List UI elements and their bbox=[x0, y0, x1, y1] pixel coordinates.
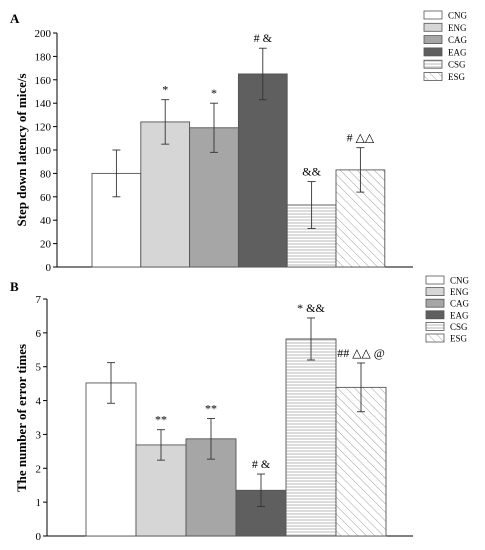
legend-label: ESG bbox=[448, 72, 466, 82]
legend-item-eng: ENG bbox=[423, 22, 467, 33]
legend-label: CSG bbox=[448, 60, 466, 70]
legend-swatch bbox=[423, 72, 443, 81]
legend-label: CSG bbox=[450, 322, 468, 332]
panel-a-legend: CNG ENG CAG EAG CSG ESG bbox=[423, 10, 468, 82]
y-tick-label: 2 bbox=[36, 463, 42, 475]
y-tick-label: 6 bbox=[36, 328, 42, 340]
y-tick-label: 20 bbox=[40, 239, 52, 251]
y-tick-label: 40 bbox=[40, 215, 52, 227]
legend-label: CAG bbox=[448, 35, 468, 45]
significance-label: * bbox=[211, 86, 217, 100]
y-tick-label: 100 bbox=[35, 145, 52, 157]
y-tick-label: 60 bbox=[40, 192, 52, 204]
legend-swatch bbox=[425, 275, 445, 285]
legend-item-esg: ESG bbox=[423, 72, 466, 82]
panel-a: A Step down latency of mice/s 0 20 40 60 80 1… bbox=[10, 11, 468, 275]
legend-swatch bbox=[423, 10, 443, 20]
legend-swatch bbox=[425, 321, 445, 331]
panel-b-bars: ** ** # & * && ## △△ @ bbox=[85, 301, 387, 537]
y-tick-label: 4 bbox=[36, 396, 42, 408]
significance-label: ** bbox=[155, 413, 167, 427]
significance-label: # & bbox=[254, 31, 273, 45]
error-bar-esg bbox=[356, 147, 365, 193]
y-tick-label: 160 bbox=[35, 75, 52, 87]
legend-label: CAG bbox=[450, 299, 470, 309]
error-bar-esg bbox=[357, 362, 365, 413]
panel-a-bars: * * # & && # △△ bbox=[91, 31, 386, 268]
y-tick-label: 140 bbox=[35, 98, 52, 110]
legend-item-cag: CAG bbox=[425, 298, 470, 309]
legend-item-cag: CAG bbox=[423, 35, 468, 45]
significance-label: # △△ bbox=[347, 131, 375, 145]
error-bar-cng bbox=[112, 149, 121, 198]
error-bar-csg bbox=[307, 181, 316, 229]
significance-label: * bbox=[162, 83, 168, 97]
y-tick-label: 7 bbox=[36, 294, 42, 306]
y-tick-label: 3 bbox=[36, 429, 42, 441]
legend-label: ENG bbox=[450, 287, 469, 297]
legend-label: EAG bbox=[450, 310, 469, 320]
legend-item-eag: EAG bbox=[423, 47, 467, 57]
y-tick-label: 0 bbox=[46, 262, 52, 274]
legend-item-esg: ESG bbox=[425, 333, 468, 344]
error-bar-csg bbox=[307, 317, 315, 361]
panel-a-y-ticks: 0 20 40 60 80 100 120 140 160 180 200 bbox=[35, 28, 413, 274]
panel-b-letter: B bbox=[10, 279, 19, 294]
legend-item-csg: CSG bbox=[425, 321, 468, 332]
y-tick-label: 120 bbox=[35, 122, 52, 134]
legend-label: CNG bbox=[450, 276, 470, 286]
y-tick-label: 1 bbox=[36, 497, 42, 509]
panel-b-ylabel: The number of error times bbox=[14, 344, 29, 492]
bar-csg bbox=[285, 338, 337, 537]
y-tick-label: 80 bbox=[40, 168, 52, 180]
legend-swatch bbox=[423, 22, 443, 32]
bar-cng bbox=[91, 172, 142, 268]
bar-cng bbox=[85, 382, 137, 537]
error-bar-cng bbox=[107, 362, 115, 404]
legend-label: EAG bbox=[448, 47, 467, 57]
legend-swatch bbox=[425, 310, 445, 320]
y-tick-label: 0 bbox=[36, 531, 42, 543]
error-bar-eag bbox=[257, 473, 265, 507]
error-bar-eng bbox=[161, 99, 170, 145]
legend-swatch bbox=[425, 333, 445, 343]
legend-swatch bbox=[423, 59, 443, 69]
significance-label: ** bbox=[205, 402, 217, 416]
legend-label: ESG bbox=[450, 334, 468, 344]
legend-swatch bbox=[425, 287, 445, 297]
legend-item-csg: CSG bbox=[423, 59, 466, 70]
significance-label: * && bbox=[297, 301, 325, 315]
y-tick-label: 5 bbox=[36, 362, 42, 374]
significance-label: && bbox=[302, 165, 321, 179]
panel-a-ylabel: Step down latency of mice/s bbox=[14, 73, 29, 226]
error-bar-eng bbox=[157, 429, 165, 461]
legend-item-eng: ENG bbox=[425, 287, 469, 297]
legend-label: ENG bbox=[448, 23, 467, 33]
error-bar-eag bbox=[258, 47, 267, 101]
legend-swatch bbox=[423, 35, 443, 44]
y-tick-label: 180 bbox=[35, 51, 52, 63]
legend-label: CNG bbox=[448, 11, 468, 21]
legend-swatch bbox=[423, 47, 443, 57]
y-tick-label: 200 bbox=[35, 28, 52, 40]
legend-item-cng: CNG bbox=[425, 275, 470, 286]
error-bar-cag bbox=[207, 418, 215, 460]
legend-item-cng: CNG bbox=[423, 10, 468, 21]
significance-label: # & bbox=[252, 457, 271, 471]
panel-a-letter: A bbox=[10, 11, 20, 26]
legend-item-eag: EAG bbox=[425, 310, 469, 320]
significance-label: ## △△ @ bbox=[337, 346, 385, 360]
bar-eag bbox=[237, 73, 288, 268]
error-bar-cag bbox=[210, 102, 218, 153]
legend-swatch bbox=[425, 298, 445, 308]
bar-eng bbox=[140, 121, 191, 268]
